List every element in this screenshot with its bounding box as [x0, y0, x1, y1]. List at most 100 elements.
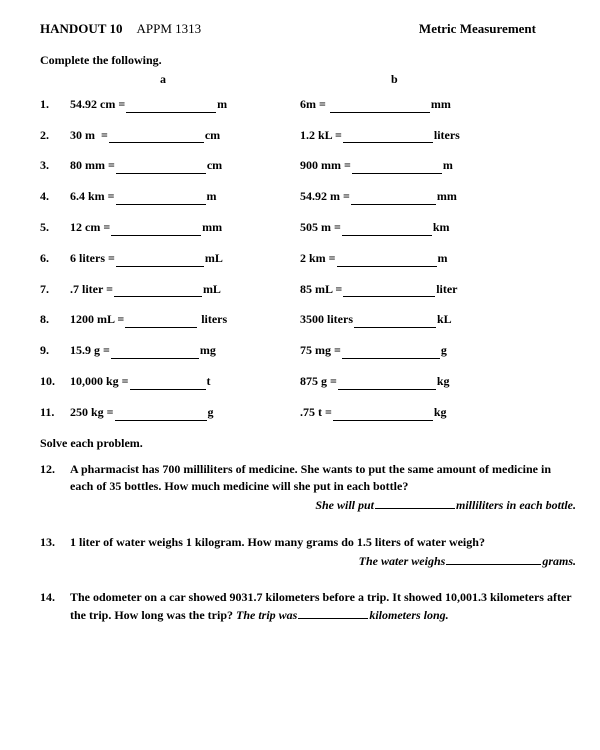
conversion-row: 3.80 mm = cm 900 mm =m	[40, 157, 576, 174]
row-number: 11.	[40, 404, 70, 421]
unit-a: m	[217, 96, 227, 113]
col-a-item: 6.4 km = m	[70, 188, 300, 205]
answer-blank[interactable]	[338, 377, 436, 390]
problem-number: 14.	[40, 589, 70, 624]
lhs-b: 6m =	[300, 96, 329, 113]
conversion-rows: 1.54.92 cm =m6m = mm2.30 m =cm1.2 kL =li…	[40, 96, 576, 421]
answer-blank[interactable]	[446, 553, 541, 565]
row-number: 10.	[40, 373, 70, 390]
answer-blank[interactable]	[116, 161, 206, 174]
answer-blank[interactable]	[352, 161, 442, 174]
answer-blank[interactable]	[333, 408, 433, 421]
col-b-item: 54.92 m =mm	[300, 188, 576, 205]
answer-blank[interactable]	[342, 346, 440, 359]
unit-a: t	[207, 373, 211, 390]
answer-blank[interactable]	[342, 223, 432, 236]
lhs-a: 250 kg =	[70, 404, 114, 421]
col-b-item: 85 mL = liter	[300, 281, 576, 298]
col-a-item: 1200 mL = liters	[70, 311, 300, 328]
answer-blank[interactable]	[343, 284, 435, 297]
header: HANDOUT 10APPM 1313 Metric Measurement	[40, 20, 576, 38]
problem-number: 12.	[40, 461, 70, 513]
lhs-a: 1200 mL =	[70, 311, 124, 328]
lhs-a: 12 cm =	[70, 219, 110, 236]
unit-a: cm	[207, 157, 222, 174]
unit-b: kL	[437, 311, 452, 328]
col-a-item: 80 mm = cm	[70, 157, 300, 174]
col-b-item: 1.2 kL = liters	[300, 127, 576, 144]
row-number: 5.	[40, 219, 70, 236]
col-b-item: 6m = mm	[300, 96, 576, 113]
handout-number: HANDOUT 10APPM 1313	[40, 20, 201, 38]
answer-blank[interactable]	[351, 192, 436, 205]
col-b-item: 505 m = km	[300, 219, 576, 236]
unit-b: km	[433, 219, 450, 236]
answer-blank[interactable]	[130, 377, 206, 390]
col-b-label: b	[391, 71, 398, 88]
word-problem: 14.The odometer on a car showed 9031.7 k…	[40, 589, 576, 624]
answer-blank[interactable]	[343, 130, 433, 143]
lhs-a: 6.4 km =	[70, 188, 115, 205]
lhs-b: 1.2 kL =	[300, 127, 342, 144]
answer-blank[interactable]	[298, 606, 368, 619]
lhs-a: 6 liters =	[70, 250, 115, 267]
lhs-b: 505 m =	[300, 219, 341, 236]
unit-a: m	[207, 188, 217, 205]
lhs-b: 54.92 m =	[300, 188, 350, 205]
instruction-solve: Solve each problem.	[40, 435, 576, 452]
unit-a: mL	[203, 281, 221, 298]
col-a-item: 250 kg =g	[70, 404, 300, 421]
col-b-item: .75 t =kg	[300, 404, 576, 421]
word-problems: 12.A pharmacist has 700 milliliters of m…	[40, 461, 576, 624]
lhs-b: 875 g =	[300, 373, 337, 390]
answer-blank[interactable]	[116, 192, 206, 205]
col-a-item: 12 cm =mm	[70, 219, 300, 236]
row-number: 7.	[40, 281, 70, 298]
answer-blank[interactable]	[111, 223, 201, 236]
answer-line: The water weighsgrams.	[70, 553, 576, 570]
lhs-b: 75 mg =	[300, 342, 341, 359]
unit-b: m	[443, 157, 453, 174]
col-b-item: 900 mm =m	[300, 157, 576, 174]
lhs-a: 54.92 cm =	[70, 96, 125, 113]
answer-blank[interactable]	[114, 284, 202, 297]
lhs-a: 80 mm =	[70, 157, 115, 174]
instruction-complete: Complete the following.	[40, 52, 576, 69]
answer-blank[interactable]	[111, 346, 199, 359]
lhs-a: 15.9 g =	[70, 342, 110, 359]
unit-b: liters	[434, 127, 460, 144]
row-number: 3.	[40, 157, 70, 174]
conversion-row: 9.15.9 g =mg75 mg =g	[40, 342, 576, 359]
answer-blank[interactable]	[125, 315, 197, 328]
lhs-b: 2 km =	[300, 250, 336, 267]
worksheet-page: HANDOUT 10APPM 1313 Metric Measurement C…	[0, 0, 600, 664]
answer-blank[interactable]	[330, 100, 430, 113]
answer-blank[interactable]	[375, 497, 455, 509]
answer-blank[interactable]	[337, 254, 437, 267]
unit-a: liters	[198, 311, 227, 328]
problem-number: 13.	[40, 534, 70, 570]
answer-blank[interactable]	[115, 408, 207, 421]
unit-b: g	[441, 342, 447, 359]
unit-b: m	[438, 250, 448, 267]
col-b-item: 75 mg = g	[300, 342, 576, 359]
unit-b: liter	[436, 281, 457, 298]
conversion-row: 1.54.92 cm = m 6m = mm	[40, 96, 576, 113]
worksheet-title: Metric Measurement	[419, 20, 536, 38]
conversion-row: 2.30 m =cm1.2 kL =liters	[40, 127, 576, 144]
row-number: 1.	[40, 96, 70, 113]
answer-blank[interactable]	[109, 130, 204, 143]
answer-blank[interactable]	[126, 100, 216, 113]
col-a-item: .7 liter =mL	[70, 281, 300, 298]
lhs-a: 30 m =	[70, 127, 108, 144]
lhs-b: 85 mL =	[300, 281, 342, 298]
conversion-row: 4.6.4 km =m54.92 m =mm	[40, 188, 576, 205]
unit-b: kg	[434, 404, 447, 421]
answer-blank[interactable]	[354, 315, 436, 328]
answer-blank[interactable]	[116, 254, 204, 267]
column-headers: a b	[40, 71, 576, 88]
unit-b: kg	[437, 373, 450, 390]
col-b-item: 3500 literskL	[300, 311, 576, 328]
row-number: 8.	[40, 311, 70, 328]
col-b-item: 2 km = m	[300, 250, 576, 267]
